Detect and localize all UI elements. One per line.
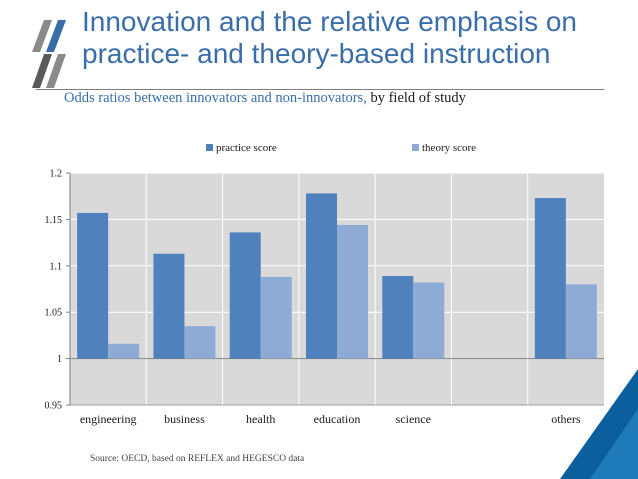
bar-practice [382,276,414,359]
y-tick-label: 1.1 [50,261,63,272]
bar-theory [337,224,368,359]
legend-swatch-practice [206,144,213,151]
x-tick-label: business [164,412,205,426]
chart-subtitle: Odds ratios between innovators and non-i… [64,90,466,107]
x-tick-label: others [551,412,581,426]
corner-accent-icon [560,369,638,479]
bar-practice [77,212,109,359]
y-tick-label: 1 [57,354,62,365]
bar-practice [229,232,261,359]
bar-theory [413,282,445,359]
title-line-2: practice- and theory-based instruction [82,38,551,69]
bar-theory [108,343,140,359]
y-tick-label: 1.05 [45,308,63,319]
oecd-logo-icon [32,20,66,88]
x-tick-label: science [396,412,431,426]
x-tick-label: education [314,412,361,426]
title-divider [36,89,604,90]
legend-swatch-theory [412,144,419,151]
legend-label: practice score [216,142,277,154]
source-note: Source: OECD, based on REFLEX and HEGESC… [90,454,305,464]
y-tick-label: 1.2 [50,169,63,180]
y-tick-label: 1.15 [45,215,63,226]
bar-practice [153,253,185,359]
bar-theory [184,326,216,359]
subtitle-part-1: Odds ratios between innovators and non-i… [64,90,371,106]
x-tick-label: health [246,412,275,426]
bar-theory [565,284,597,359]
page-title: Innovation and the relative emphasis on … [82,6,622,70]
bar-practice [534,198,566,359]
legend-label: theory score [422,142,476,154]
title-line-1: Innovation and the relative emphasis on [82,6,577,37]
y-tick-label: 0.95 [45,401,63,412]
bar-practice [306,193,337,359]
x-tick-label: engineering [80,412,137,426]
subtitle-part-2: by field of study [370,90,466,106]
bar-theory [260,276,292,359]
